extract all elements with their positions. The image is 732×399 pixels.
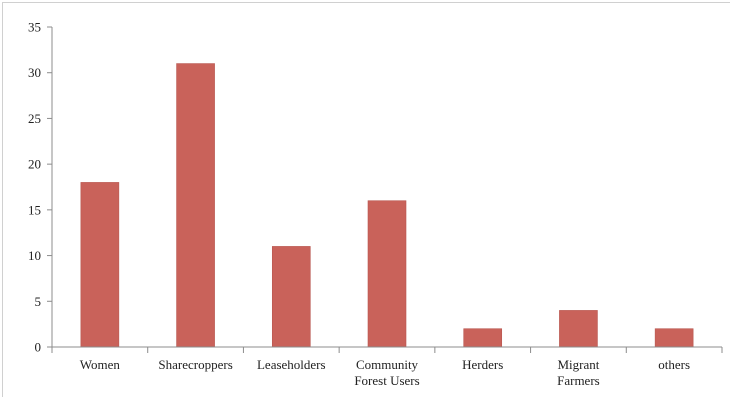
bar	[559, 310, 598, 348]
x-tick-label: Herders	[462, 357, 503, 372]
x-tick-label: Community Forest Users	[354, 357, 419, 388]
bar	[654, 328, 694, 348]
bar	[176, 63, 215, 348]
bar	[367, 200, 407, 348]
bar	[80, 182, 120, 348]
x-tick-label: Sharecroppers	[158, 357, 232, 372]
y-tick-label: 15	[28, 202, 41, 217]
y-tick-label: 10	[28, 248, 41, 263]
x-axis-ticks	[51, 347, 723, 353]
y-tick-label: 25	[28, 111, 41, 126]
bar	[463, 328, 503, 348]
x-tick-label: others	[658, 357, 690, 372]
x-tick-label: Women	[80, 357, 121, 372]
bars	[80, 63, 694, 348]
y-tick-label: 5	[35, 294, 42, 309]
y-tick-label: 30	[28, 65, 41, 80]
x-axis-labels: Women Sharecroppers Leaseholders Community F…	[80, 357, 690, 388]
y-tick-label: 35	[28, 20, 41, 35]
y-tick-label: 0	[35, 340, 42, 355]
y-tick-label: 20	[28, 157, 41, 172]
bar	[271, 246, 311, 348]
x-tick-label: Leaseholders	[257, 357, 326, 372]
y-axis-ticks: 0 5 10 15 20 25 30 35	[28, 20, 52, 355]
x-tick-label: Migrant Farmers	[557, 357, 600, 388]
